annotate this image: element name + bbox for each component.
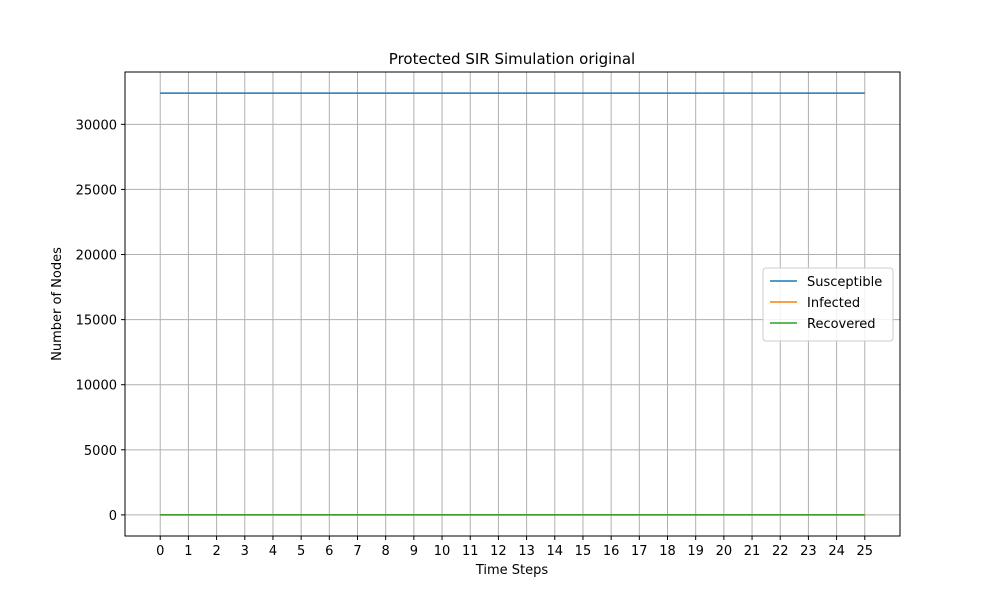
legend-label-susceptible: Susceptible (807, 275, 882, 290)
x-tick-label: 4 (269, 544, 277, 559)
x-tick-label: 5 (297, 544, 305, 559)
x-tick-label: 13 (518, 544, 535, 559)
x-tick-label: 3 (241, 544, 249, 559)
x-axis-label: Time Steps (475, 563, 549, 578)
x-tick-label: 9 (410, 544, 418, 559)
legend-label-recovered: Recovered (807, 317, 876, 332)
x-tick-label: 2 (212, 544, 220, 559)
x-tick-label: 14 (546, 544, 563, 559)
x-tick-label: 18 (659, 544, 676, 559)
x-tick-label: 17 (631, 544, 648, 559)
x-tick-label: 12 (490, 544, 507, 559)
y-tick-label: 10000 (76, 379, 117, 394)
x-tick-label: 24 (828, 544, 845, 559)
grid-lines (125, 72, 900, 536)
axis-ticks: 0 1 2 3 4 5 6 7 8 9 10 11 12 13 14 15 16 17 18 19 20 21 22 23 24… (76, 118, 873, 559)
y-tick-label: 15000 (76, 314, 117, 329)
x-tick-label: 16 (603, 544, 620, 559)
legend: Susceptible Infected Recovered (762, 267, 894, 342)
y-axis-label: Number of Nodes (50, 247, 65, 361)
y-tick-label: 20000 (76, 249, 117, 264)
x-tick-label: 1 (184, 544, 192, 559)
series-lines (160, 92, 865, 516)
x-tick-label: 19 (687, 544, 704, 559)
y-tick-label: 0 (109, 509, 117, 524)
x-tick-label: 22 (772, 544, 789, 559)
x-tick-label: 0 (156, 544, 164, 559)
x-tick-label: 6 (325, 544, 333, 559)
x-tick-label: 23 (800, 544, 817, 559)
x-tick-label: 20 (716, 544, 733, 559)
chart-title: Protected SIR Simulation original (389, 50, 635, 68)
y-tick-label: 5000 (84, 444, 117, 459)
legend-label-infected: Infected (807, 296, 860, 311)
x-tick-label: 7 (353, 544, 361, 559)
x-tick-label: 8 (382, 544, 390, 559)
x-tick-label: 21 (744, 544, 761, 559)
x-tick-label: 25 (856, 544, 873, 559)
plot-frame (124, 71, 901, 537)
x-tick-label: 11 (462, 544, 479, 559)
y-tick-label: 30000 (76, 118, 117, 133)
x-tick-label: 10 (434, 544, 451, 559)
x-tick-label: 15 (575, 544, 592, 559)
y-tick-label: 25000 (76, 183, 117, 198)
